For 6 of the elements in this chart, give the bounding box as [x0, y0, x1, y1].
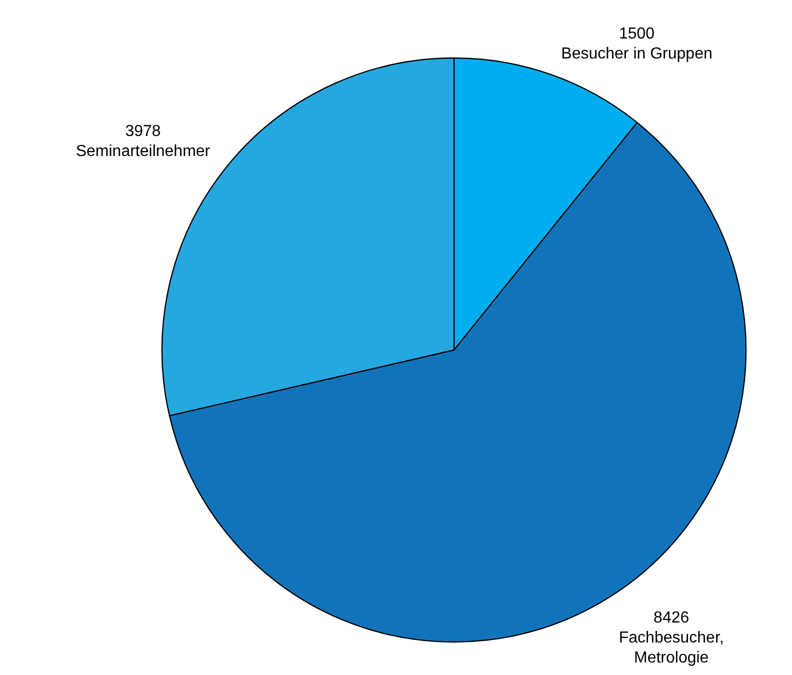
- data-label: 3978: [125, 122, 161, 140]
- data-label: 8426: [654, 610, 690, 627]
- data-label: 1500: [618, 25, 655, 42]
- slice-label: Fachbesucher, Metrologie: [618, 630, 724, 667]
- slice-label: Besucher in Gruppen: [561, 45, 712, 62]
- slice-label: Seminarteilnehmer: [76, 142, 211, 160]
